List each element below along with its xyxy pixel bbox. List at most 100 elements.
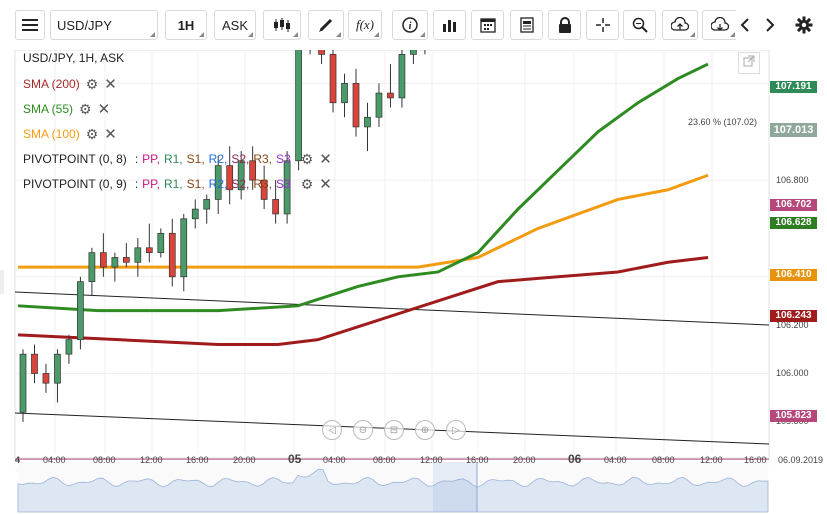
pivot-level-label: S2, bbox=[231, 152, 250, 166]
candle bbox=[272, 199, 279, 215]
pivot-level-label: S1, bbox=[186, 152, 205, 166]
zoom-out-icon: ⊖ bbox=[358, 424, 368, 436]
settings-button[interactable] bbox=[790, 10, 818, 40]
chevron-left-icon bbox=[740, 17, 750, 33]
candle bbox=[329, 54, 337, 104]
indicators-button[interactable]: f(x) bbox=[348, 10, 382, 40]
candle bbox=[364, 116, 371, 128]
close-icon[interactable]: ✕ bbox=[319, 176, 332, 193]
close-icon[interactable]: ✕ bbox=[104, 76, 117, 93]
indicator-sma55: SMA (55) ⚙ ✕ bbox=[23, 100, 111, 119]
time-axis-tick: 04:00 bbox=[43, 455, 66, 465]
calendar-button[interactable] bbox=[471, 10, 504, 40]
sma55-line bbox=[17, 62, 709, 313]
time-axis-tick: 08:00 bbox=[93, 455, 116, 465]
symbol-value: USD/JPY bbox=[57, 17, 112, 33]
time-axis-tick: 06.09.2019 bbox=[778, 455, 824, 465]
chart-type-button[interactable] bbox=[263, 10, 301, 40]
price-tag-current: 107.013 bbox=[770, 123, 817, 137]
candle bbox=[398, 54, 406, 99]
nav-zoom-out-button[interactable]: ⊖ bbox=[353, 420, 373, 440]
pivot-level-label: R3, bbox=[253, 177, 273, 191]
pivot-level-label: S1, bbox=[186, 177, 205, 191]
price-type-value: ASK bbox=[221, 17, 248, 33]
gear-icon[interactable]: ⚙ bbox=[79, 100, 92, 117]
nav-forward-button[interactable]: ▷ bbox=[446, 420, 466, 440]
price-tag-pivot-r1: 107.191 bbox=[770, 81, 817, 93]
candle bbox=[42, 373, 50, 384]
candle bbox=[318, 50, 325, 55]
candle bbox=[341, 83, 348, 104]
toolbar: USD/JPY 1H ASK f(x) i bbox=[0, 0, 827, 50]
pivot-level-label: S2, bbox=[231, 177, 250, 191]
crosshair-button[interactable] bbox=[586, 10, 619, 40]
candle bbox=[122, 257, 130, 263]
indicator-pivot-8: PIVOTPOINT (0, 8) : PP, R1, S1, R2, S2, R3, S3… bbox=[23, 150, 332, 169]
gear-icon[interactable]: ⚙ bbox=[85, 125, 99, 142]
trendline-upper bbox=[14, 291, 770, 326]
candle bbox=[352, 83, 360, 128]
cloud-upload-icon bbox=[671, 17, 689, 33]
chart-title: USD/JPY, 1H, ASK bbox=[23, 51, 125, 65]
price-axis-tick: 106.000 bbox=[776, 368, 809, 378]
candle bbox=[214, 165, 222, 200]
candle bbox=[134, 247, 142, 263]
svg-text:i: i bbox=[409, 21, 412, 32]
chevron-right-icon bbox=[765, 17, 775, 33]
scroll-right-button[interactable] bbox=[760, 10, 780, 40]
symbol-select[interactable]: USD/JPY bbox=[50, 10, 158, 40]
lock-button[interactable] bbox=[548, 10, 581, 40]
zoom-button[interactable] bbox=[623, 10, 656, 40]
close-icon[interactable]: ✕ bbox=[97, 101, 111, 118]
close-icon[interactable]: ✕ bbox=[319, 151, 332, 168]
gear-icon[interactable]: ⚙ bbox=[300, 175, 314, 192]
candle bbox=[283, 160, 291, 215]
upload-button[interactable] bbox=[662, 10, 698, 40]
candle bbox=[88, 252, 96, 282]
hamburger-icon bbox=[22, 19, 38, 31]
menu-button[interactable] bbox=[15, 10, 45, 40]
candlestick-icon bbox=[273, 17, 291, 33]
gear-icon[interactable]: ⚙ bbox=[300, 150, 314, 167]
pivot-level-label: R1, bbox=[163, 152, 183, 166]
candle bbox=[54, 353, 61, 384]
triangle-left-icon: ◁ bbox=[328, 424, 336, 436]
timeframe-select[interactable]: 1H bbox=[165, 10, 207, 40]
news-button[interactable] bbox=[510, 10, 543, 40]
drawing-tools-button[interactable] bbox=[308, 10, 344, 40]
gear-icon[interactable]: ⚙ bbox=[85, 75, 99, 92]
calendar-icon bbox=[479, 17, 496, 33]
download-button[interactable] bbox=[702, 10, 738, 40]
price-tag-sma100: 106.410 bbox=[770, 269, 817, 281]
candle bbox=[203, 199, 211, 210]
price-type-select[interactable]: ASK bbox=[214, 10, 256, 40]
close-icon[interactable]: ✕ bbox=[104, 126, 117, 143]
candle bbox=[249, 160, 257, 181]
time-axis-tick: 05 bbox=[288, 452, 302, 466]
candle bbox=[410, 50, 417, 55]
price-axis-tick: 106.800 bbox=[776, 175, 809, 185]
nav-back-button[interactable]: ◁ bbox=[322, 420, 342, 440]
indicator-sma200: SMA (200) ⚙ ✕ bbox=[23, 75, 117, 94]
fit-icon: ⊟ bbox=[389, 424, 399, 436]
candle bbox=[375, 92, 383, 118]
time-axis-tick: 16:00 bbox=[186, 455, 209, 465]
indicator-label: SMA (200) bbox=[23, 77, 80, 91]
expand-button[interactable] bbox=[738, 52, 760, 74]
chart-canvas[interactable] bbox=[0, 50, 827, 514]
indicator-label: SMA (100) bbox=[23, 127, 80, 141]
nav-zoom-in-button[interactable]: ⊕ bbox=[415, 420, 435, 440]
sma200-line bbox=[17, 255, 709, 346]
candle bbox=[111, 257, 119, 268]
nav-fit-button[interactable]: ⊟ bbox=[384, 420, 404, 440]
candle bbox=[19, 353, 27, 413]
candle bbox=[295, 50, 302, 162]
volume-button[interactable] bbox=[433, 10, 466, 40]
candle bbox=[237, 160, 245, 191]
separator: : bbox=[134, 152, 139, 166]
candle bbox=[260, 179, 268, 200]
info-button[interactable]: i bbox=[392, 10, 428, 40]
separator: : bbox=[134, 177, 139, 191]
scroll-left-button[interactable] bbox=[735, 10, 755, 40]
triangle-right-icon: ▷ bbox=[452, 424, 460, 436]
